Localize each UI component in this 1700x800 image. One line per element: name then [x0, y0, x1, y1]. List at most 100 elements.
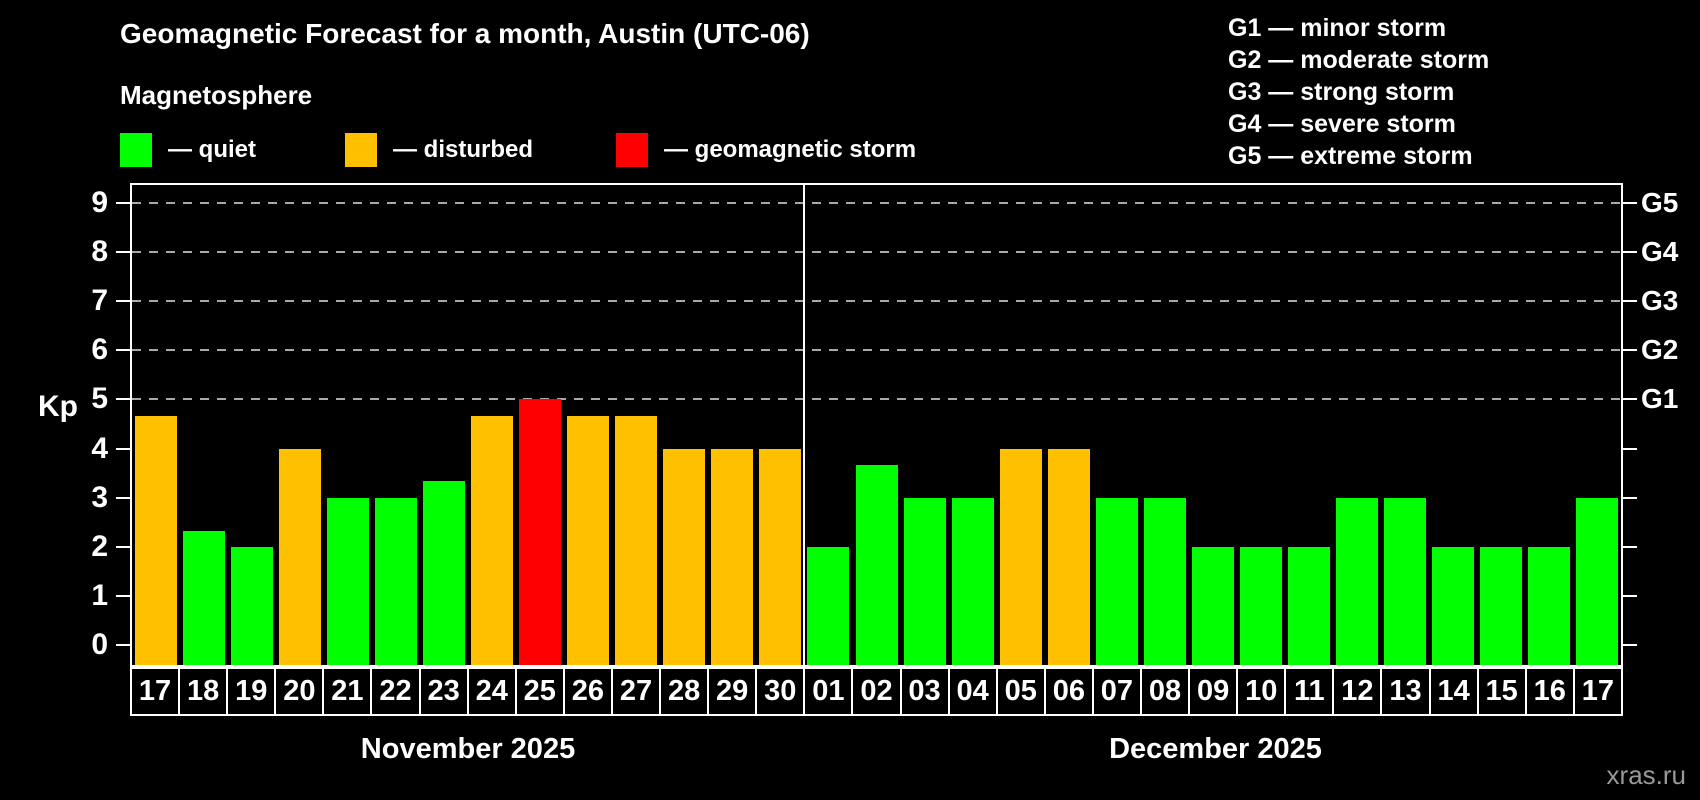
- bar-nov-28: [663, 448, 706, 665]
- bar-nov-29: [711, 448, 754, 665]
- bar-dec-16: [1527, 546, 1570, 665]
- legend-item-storm: — geomagnetic storm: [616, 132, 916, 168]
- day-label-dec-14: 14: [1428, 667, 1479, 716]
- y-axis-label-5: 5: [91, 382, 108, 416]
- quiet-color-swatch: [120, 133, 152, 167]
- bar-dec-02: [855, 464, 898, 665]
- legend-item-quiet: — quiet: [120, 132, 256, 168]
- day-label-dec-15: 15: [1476, 667, 1527, 716]
- y-tick-right-7: [1623, 300, 1637, 303]
- day-label-dec-13: 13: [1380, 667, 1431, 716]
- bar-nov-24: [471, 415, 514, 665]
- y-axis-label-2: 2: [91, 529, 108, 563]
- legend-label-storm: — geomagnetic storm: [664, 136, 917, 163]
- g-scale-label-g1: G1: [1641, 383, 1679, 415]
- page-title: Geomagnetic Forecast for a month, Austin…: [120, 18, 810, 49]
- y-tick-right-3: [1623, 496, 1637, 499]
- y-axis-label-8: 8: [91, 235, 108, 269]
- legend-label-quiet: — quiet: [168, 136, 256, 163]
- storm-color-swatch: [616, 133, 648, 167]
- y-tick-left-6: [116, 349, 130, 352]
- bar-dec-09: [1191, 546, 1234, 665]
- day-label-dec-06: 06: [1043, 667, 1094, 716]
- y-tick-right-5: [1623, 398, 1637, 401]
- bar-nov-17: [135, 415, 178, 665]
- month-label-december: December 2025: [1109, 733, 1322, 765]
- day-label-dec-17: 17: [1572, 667, 1623, 716]
- bar-dec-15: [1479, 546, 1522, 665]
- y-tick-right-1: [1623, 594, 1637, 597]
- storm-scale-g4: G4 — severe storm: [1228, 110, 1456, 138]
- day-label-nov-19: 19: [226, 667, 277, 716]
- bar-dec-11: [1287, 546, 1330, 665]
- y-tick-left-5: [116, 398, 130, 401]
- bar-nov-26: [567, 415, 610, 665]
- bar-dec-12: [1335, 497, 1378, 665]
- y-axis-label-9: 9: [91, 186, 108, 219]
- g-scale-label-g5: G5: [1641, 187, 1679, 218]
- y-tick-left-9: [116, 202, 130, 204]
- day-label-nov-28: 28: [659, 667, 710, 716]
- day-label-dec-02: 02: [851, 667, 902, 716]
- bar-dec-07: [1095, 497, 1138, 665]
- bar-nov-19: [231, 546, 274, 665]
- g-scale-label-g2: G2: [1641, 334, 1679, 366]
- y-tick-right-9: [1623, 202, 1637, 204]
- day-label-nov-25: 25: [514, 667, 565, 716]
- y-tick-right-6: [1623, 349, 1637, 352]
- day-label-nov-24: 24: [466, 667, 517, 716]
- day-label-nov-21: 21: [322, 667, 373, 716]
- day-label-nov-30: 30: [755, 667, 806, 716]
- day-label-dec-03: 03: [899, 667, 950, 716]
- g-scale-label-g4: G4: [1641, 236, 1679, 268]
- day-label-dec-04: 04: [947, 667, 998, 716]
- bar-dec-10: [1239, 546, 1282, 665]
- day-label-nov-20: 20: [274, 667, 325, 716]
- month-label-november: November 2025: [360, 733, 576, 765]
- day-label-nov-23: 23: [418, 667, 469, 716]
- bar-dec-08: [1143, 497, 1186, 665]
- bar-nov-20: [279, 448, 322, 665]
- y-tick-left-7: [116, 300, 130, 303]
- day-label-nov-26: 26: [562, 667, 613, 716]
- bar-dec-03: [903, 497, 946, 665]
- legend-label-disturbed: — disturbed: [393, 136, 534, 163]
- chart-subtitle: Magnetosphere: [120, 80, 313, 110]
- storm-scale-legend: G1 — minor storm G2 — moderate storm G3 …: [1228, 12, 1489, 172]
- y-tick-right-4: [1623, 447, 1637, 450]
- plot-area: 0 1 2 3 4 5 6 7 8 9 G1 G2 G3 G4 G5: [91, 183, 1678, 667]
- bar-dec-04: [951, 497, 994, 665]
- day-label-nov-27: 27: [610, 667, 662, 716]
- bar-dec-17: [1575, 497, 1618, 665]
- y-tick-left-0: [116, 644, 130, 646]
- bar-nov-18: [183, 530, 226, 665]
- day-label-dec-12: 12: [1332, 667, 1383, 716]
- bar-dec-05: [999, 448, 1042, 665]
- bar-dec-01: [807, 546, 850, 665]
- y-axis-label-7: 7: [91, 284, 108, 318]
- bar-dec-06: [1047, 448, 1090, 665]
- bar-dec-14: [1431, 546, 1474, 665]
- day-label-nov-18: 18: [178, 667, 229, 716]
- day-label-dec-07: 07: [1091, 667, 1142, 716]
- y-tick-left-2: [116, 545, 130, 548]
- y-tick-left-8: [116, 251, 130, 254]
- day-label-dec-08: 08: [1139, 667, 1191, 716]
- storm-scale-g1: G1 — minor storm: [1228, 14, 1447, 42]
- day-label-nov-29: 29: [707, 667, 758, 716]
- storm-scale-g2: G2 — moderate storm: [1228, 46, 1490, 74]
- month-divider-line: [803, 185, 806, 665]
- day-label-dec-09: 09: [1188, 667, 1239, 716]
- bar-nov-27: [615, 415, 658, 665]
- gridline-kp-8: [132, 251, 1621, 254]
- gridline-kp-5: [132, 398, 1621, 401]
- g-scale-label-g3: G3: [1641, 285, 1679, 317]
- y-axis-label-4: 4: [91, 431, 108, 465]
- gridline-kp-6: [132, 349, 1621, 352]
- watermark: xras.ru: [1606, 760, 1686, 790]
- y-tick-right-8: [1623, 251, 1637, 254]
- bar-nov-21: [327, 497, 370, 665]
- bar-nov-25: [519, 399, 562, 665]
- y-axis-label-3: 3: [91, 480, 108, 514]
